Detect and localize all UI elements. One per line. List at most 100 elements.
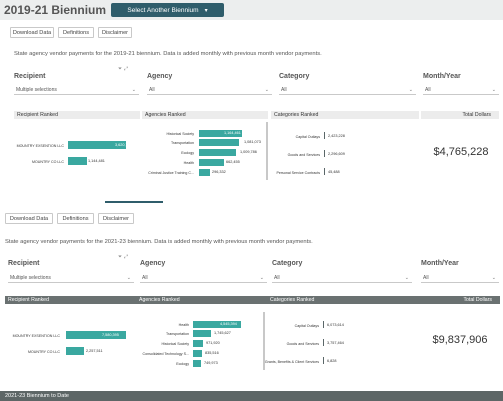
download-data-button[interactable]: Download Data	[5, 213, 53, 224]
category-select-value: All	[274, 274, 280, 281]
agency-row-label: Health	[183, 161, 194, 165]
agencies-ranked-header: Agencies Ranked	[136, 296, 267, 304]
agency-bar[interactable]	[193, 330, 212, 337]
recipient-bar[interactable]	[68, 157, 87, 165]
agency-bar-value: 4,545,394	[220, 322, 237, 326]
agency-row-label: Historical Society	[166, 132, 194, 136]
agency-bar[interactable]	[199, 159, 224, 166]
category-bar-value: 6,828	[327, 359, 337, 363]
section-description: State agency vendor payments for the 201…	[14, 51, 322, 57]
chevron-down-icon: ⌄	[126, 274, 131, 281]
total-dollars-value: $9,837,906	[432, 334, 488, 346]
recipient-select-value: Multiple selections	[16, 86, 57, 93]
recipient-bar[interactable]	[68, 141, 126, 149]
expand-icon[interactable]: ⤢	[124, 66, 129, 72]
category-bar[interactable]	[324, 150, 325, 157]
category-row-label: Goods and Services	[286, 342, 319, 346]
agency-bar[interactable]	[193, 321, 241, 328]
recipient-select[interactable]: Multiple selections ⌄	[8, 273, 134, 283]
recipient-row-label: MOUNTRY CO LLC	[31, 160, 64, 164]
category-bar-value: 3,757,464	[327, 341, 344, 345]
agency-select-value: All	[149, 86, 155, 93]
scrollbar[interactable]	[263, 312, 265, 370]
biennium-to-date-bar: 2021-23 Biennium to Date	[0, 391, 503, 401]
category-bar-value: 2,296,609	[328, 152, 345, 156]
agency-bar[interactable]	[193, 350, 202, 357]
total-dollars-header: Total Dollars	[421, 111, 499, 119]
filter-icon[interactable]: ⏷	[118, 66, 123, 72]
month-select[interactable]: All ⌄	[421, 273, 499, 283]
filter-icon[interactable]: ⏷	[118, 254, 123, 260]
agency-bar[interactable]	[199, 139, 239, 146]
disclaimer-button[interactable]: Disclaimer	[98, 213, 134, 224]
category-select[interactable]: All ⌄	[279, 85, 416, 95]
chevron-down-icon: ⌄	[259, 274, 264, 281]
biennium-select-button[interactable]: Select Another Biennium ▾	[111, 3, 224, 17]
agency-row-label: Consolidated Technology S...	[142, 352, 189, 356]
expand-icon[interactable]: ⤢	[124, 254, 129, 260]
agency-row-label: Historical Society	[161, 342, 189, 346]
chevron-down-icon: ▾	[204, 7, 208, 14]
definitions-button[interactable]: Definitions	[57, 213, 94, 224]
agency-row-label: Ecology	[176, 362, 189, 366]
biennium-select-label: Select Another Biennium	[127, 6, 199, 14]
agency-bar[interactable]	[199, 169, 210, 176]
agency-bar[interactable]	[199, 149, 237, 156]
agency-row-label: Criminal Justice Training C...	[148, 171, 194, 175]
recipient-row-label: MOUNTRY CO LLC	[27, 350, 60, 354]
category-row-label: Grants, Benefits & Client Services	[264, 360, 319, 364]
agency-bar-value: 296,332	[212, 170, 226, 174]
recipient-bar[interactable]	[66, 347, 84, 355]
category-row-label: Goods and Services	[287, 153, 320, 157]
footer-label: 2021-23 Biennium to Date	[5, 393, 69, 399]
recipient-bar-value: 1,144,481	[88, 159, 105, 163]
month-filter-label: Month/Year	[421, 260, 459, 267]
category-filter-label: Category	[279, 73, 310, 80]
category-select[interactable]: All ⌄	[272, 273, 412, 283]
category-select-value: All	[281, 86, 287, 93]
disclaimer-button[interactable]: Disclaimer	[98, 27, 132, 38]
agency-bar-value: 662,455	[226, 160, 240, 164]
agency-bar-value: 1,081,073	[244, 140, 261, 144]
category-bar[interactable]	[324, 132, 325, 139]
month-select-value: All	[423, 274, 429, 281]
agency-select[interactable]: All ⌄	[140, 273, 267, 283]
agency-select[interactable]: All ⌄	[147, 85, 272, 95]
agency-row-label: Transportation	[170, 141, 194, 145]
month-select[interactable]: All ⌄	[423, 85, 499, 95]
recipient-select[interactable]: Multiple selections ⌄	[14, 85, 139, 95]
month-filter-label: Month/Year	[423, 73, 461, 80]
category-bar-value: 2,423,228	[328, 134, 345, 138]
category-row-label: Personal Service Contracts	[276, 171, 320, 175]
category-bar[interactable]	[323, 357, 324, 364]
agency-bar-value: 1,164,461	[224, 131, 241, 135]
agency-select-value: All	[142, 274, 148, 281]
recipient-row-label: MOUNTRY EXSENTION LLC	[12, 334, 60, 338]
recipient-bar[interactable]	[66, 331, 126, 339]
agency-row-label: Ecology	[181, 151, 194, 155]
chevron-down-icon: ⌄	[264, 86, 269, 93]
download-data-button[interactable]: Download Data	[10, 27, 54, 38]
agency-bar[interactable]	[193, 360, 201, 367]
chevron-down-icon: ⌄	[404, 274, 409, 281]
category-bar[interactable]	[323, 321, 324, 328]
agency-bar[interactable]	[193, 340, 204, 347]
agency-bar-value: 835,516	[205, 351, 219, 355]
agency-filter-label: Agency	[140, 260, 166, 267]
agency-bar-value: 1,745,627	[214, 331, 231, 335]
section-divider	[105, 201, 163, 203]
category-row-label: Capital Outlays	[294, 324, 319, 328]
agency-bar-value: 749,973	[204, 361, 218, 365]
agency-filter-label: Agency	[147, 73, 173, 80]
agency-bar-value: 971,920	[206, 341, 220, 345]
agency-bar[interactable]	[199, 130, 242, 137]
category-bar[interactable]	[324, 168, 325, 175]
categories-ranked-header: Categories Ranked	[271, 111, 419, 119]
category-bar-value: 45,488	[328, 170, 340, 174]
category-bar[interactable]	[323, 339, 324, 346]
total-dollars-header: Total Dollars	[420, 296, 500, 304]
recipient-filter-label: Recipient	[14, 73, 46, 80]
categories-ranked-header: Categories Ranked	[267, 296, 420, 304]
scrollbar[interactable]	[266, 122, 268, 180]
definitions-button[interactable]: Definitions	[58, 27, 94, 38]
